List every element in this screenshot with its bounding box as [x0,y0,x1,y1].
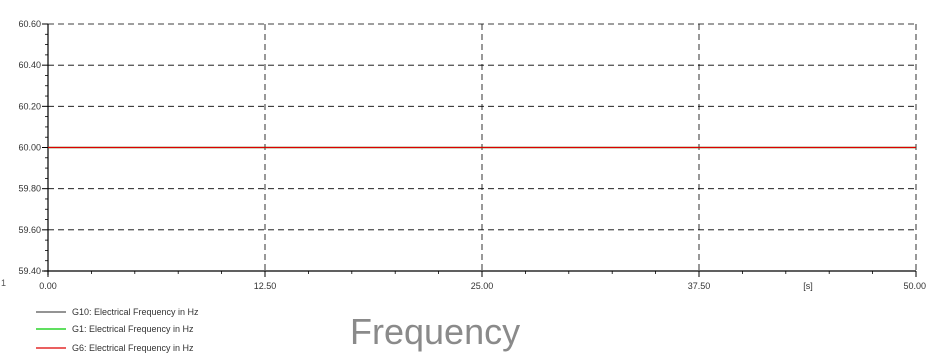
axes [42,23,917,277]
legend-label: G1: Electrical Frequency in Hz [72,324,194,334]
y-tick-label: 60.40 [18,60,41,70]
x-tick-label: 25.00 [471,281,494,291]
y-tick-label: 60.60 [18,19,41,29]
legend-label: G6: Electrical Frequency in Hz [72,343,194,353]
y-tick-label: 60.00 [18,143,41,153]
tick-labels: 59.40 59.60 59.80 60.00 60.20 60.40 60.60 0.00 1… [18,19,926,291]
x-unit-label: [s] [803,281,813,291]
y-tick-label: 59.60 [18,225,41,235]
x-tick-label: 37.50 [688,281,711,291]
chart-caption: Frequency [350,311,521,352]
legend-label: G10: Electrical Frequency in Hz [72,307,199,317]
x-tick-label: 0.00 [39,281,57,291]
y-tick-label: 60.20 [18,101,41,111]
y-tick-label: 59.80 [18,184,41,194]
x-tick-label: 12.50 [254,281,277,291]
y-tick-label: 59.40 [18,266,41,276]
edge-marker: 1 [1,278,7,288]
x-tick-label: 50.00 [903,281,926,291]
legend: G10: Electrical Frequency in Hz G1: Elect… [36,307,199,353]
